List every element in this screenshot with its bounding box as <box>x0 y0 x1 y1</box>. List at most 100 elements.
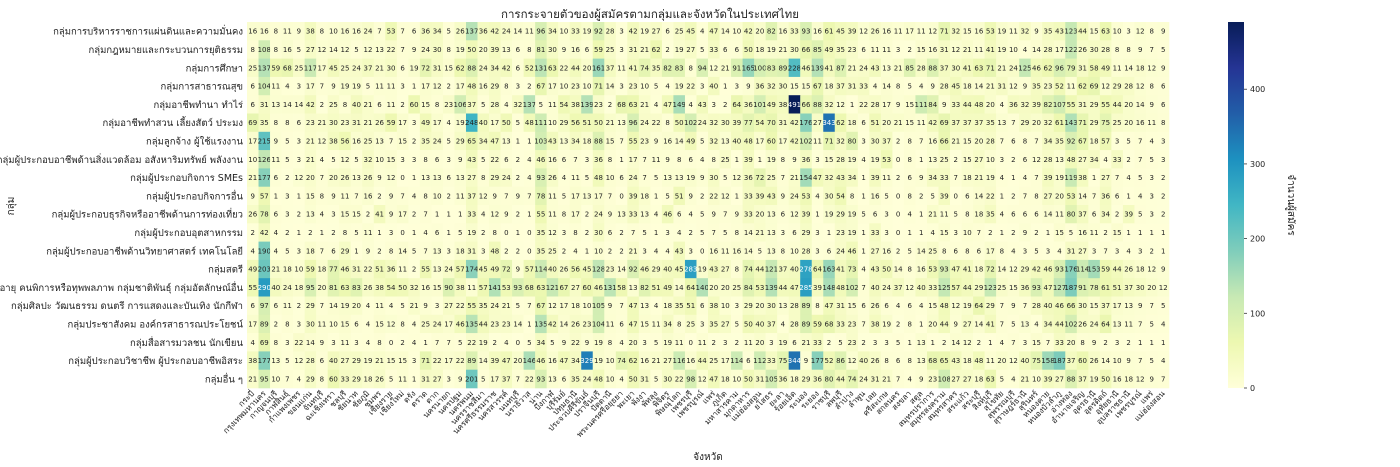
heatmap-cell <box>592 369 605 389</box>
cell-value-label: 3 <box>481 247 485 255</box>
heatmap-cell <box>1157 22 1170 41</box>
heatmap-cell <box>765 76 778 96</box>
cell-value-label: 5 <box>1138 174 1142 182</box>
cell-value-label: 5 <box>700 137 704 145</box>
cell-value-label: 50 <box>629 375 638 383</box>
cell-value-label: 7 <box>1011 119 1015 127</box>
cell-value-label: 13 <box>617 211 626 219</box>
heatmap-cell <box>385 314 398 334</box>
cell-value-label: 11 <box>974 46 983 54</box>
cell-value-label: 27 <box>1055 375 1064 383</box>
heatmap-cell <box>442 259 455 279</box>
heatmap-cell <box>627 205 640 224</box>
heatmap-cell <box>1076 259 1089 279</box>
cell-value-label: 13 <box>352 174 361 182</box>
cell-value-label: 1 <box>861 192 865 200</box>
cell-value-label: 114 <box>534 266 548 274</box>
cell-value-label: 74 <box>848 375 857 383</box>
cell-value-label: 68 <box>617 101 626 109</box>
heatmap-cell <box>339 40 352 59</box>
cell-value-label: 42 <box>502 64 511 72</box>
cell-value-label: 127 <box>1053 284 1066 292</box>
cell-value-label: 20 <box>513 357 522 365</box>
heatmap-cell <box>950 58 962 78</box>
cell-value-label: 21 <box>801 339 810 347</box>
cell-value-label: 15 <box>963 137 972 145</box>
cell-value-label: 14 <box>951 339 960 347</box>
cell-value-label: 2 <box>896 137 900 145</box>
heatmap-cell <box>535 369 547 389</box>
cell-value-label: 11 <box>283 302 292 310</box>
cell-value-label: 82 <box>663 64 672 72</box>
heatmap-cell <box>304 131 317 151</box>
heatmap-cell <box>1076 22 1089 41</box>
cell-value-label: 17 <box>571 211 580 219</box>
cell-value-label: 29 <box>986 302 995 310</box>
heatmap-cell <box>293 58 305 78</box>
cell-value-label: 3 <box>331 211 335 219</box>
cell-value-label: 9 <box>458 375 462 383</box>
heatmap-cell <box>304 369 317 389</box>
heatmap-cell <box>650 333 663 352</box>
cell-value-label: 4 <box>1000 211 1005 219</box>
cell-value-label: 63 <box>340 284 349 292</box>
heatmap-cell <box>731 40 743 59</box>
heatmap-cell <box>408 58 421 78</box>
cell-value-label: 48 <box>974 357 983 365</box>
heatmap-cell <box>973 333 985 352</box>
heatmap-cell <box>385 113 398 133</box>
heatmap-cell <box>926 186 939 206</box>
heatmap-cell <box>604 314 617 334</box>
heatmap-cell <box>477 22 490 41</box>
heatmap-cell <box>765 95 778 114</box>
heatmap-cell <box>915 278 928 297</box>
cell-value-label: 2 <box>446 192 450 200</box>
heatmap-cell <box>800 22 813 41</box>
heatmap-cell <box>339 241 352 261</box>
heatmap-cell <box>523 223 536 242</box>
heatmap-cell <box>846 241 859 261</box>
heatmap-cell <box>362 259 375 279</box>
heatmap-cell <box>362 278 375 297</box>
cell-value-label: 19 <box>686 174 695 182</box>
cell-value-label: 1 <box>320 229 324 237</box>
heatmap-cell <box>281 95 294 114</box>
cell-value-label: 20 <box>306 174 315 182</box>
heatmap-cell <box>973 351 985 370</box>
cell-value-label: 2 <box>493 339 497 347</box>
heatmap-cell <box>350 369 363 389</box>
cell-value-label: 8 <box>274 46 278 54</box>
heatmap-cell <box>880 205 893 224</box>
cell-value-label: 39 <box>848 28 857 36</box>
heatmap-cell <box>731 76 743 96</box>
heatmap-cell <box>984 241 997 261</box>
cell-value-label: 5 <box>1126 137 1130 145</box>
heatmap-cell <box>834 76 847 96</box>
cell-value-label: 17 <box>1055 46 1064 54</box>
colorbar-tick-label: 300 <box>1250 160 1265 169</box>
heatmap-cell <box>903 333 916 352</box>
heatmap-cell <box>684 314 697 334</box>
heatmap-cell <box>880 314 893 334</box>
cell-value-label: 8 <box>389 247 393 255</box>
cell-value-label: 8 <box>423 192 427 200</box>
heatmap-cell <box>1053 186 1066 206</box>
heatmap-cell <box>938 314 951 334</box>
heatmap-cell <box>477 186 490 206</box>
cell-value-label: 1 <box>861 174 865 182</box>
cell-value-label: 33 <box>1113 156 1122 164</box>
heatmap-cell <box>1099 168 1112 187</box>
heatmap-cell <box>996 113 1008 133</box>
cell-value-label: 7 <box>1000 302 1004 310</box>
cell-value-label: 34 <box>928 174 937 182</box>
cell-value-label: 5 <box>700 46 704 54</box>
cell-value-label: 88 <box>1067 375 1076 383</box>
heatmap-cell <box>512 205 524 224</box>
heatmap-cell <box>684 150 697 169</box>
heatmap-cell <box>385 369 398 389</box>
heatmap-cell <box>950 76 962 96</box>
heatmap-cell <box>1111 223 1124 242</box>
cell-value-label: 3 <box>354 339 358 347</box>
cell-value-label: 1 <box>1000 192 1004 200</box>
heatmap-cell <box>1111 95 1124 114</box>
